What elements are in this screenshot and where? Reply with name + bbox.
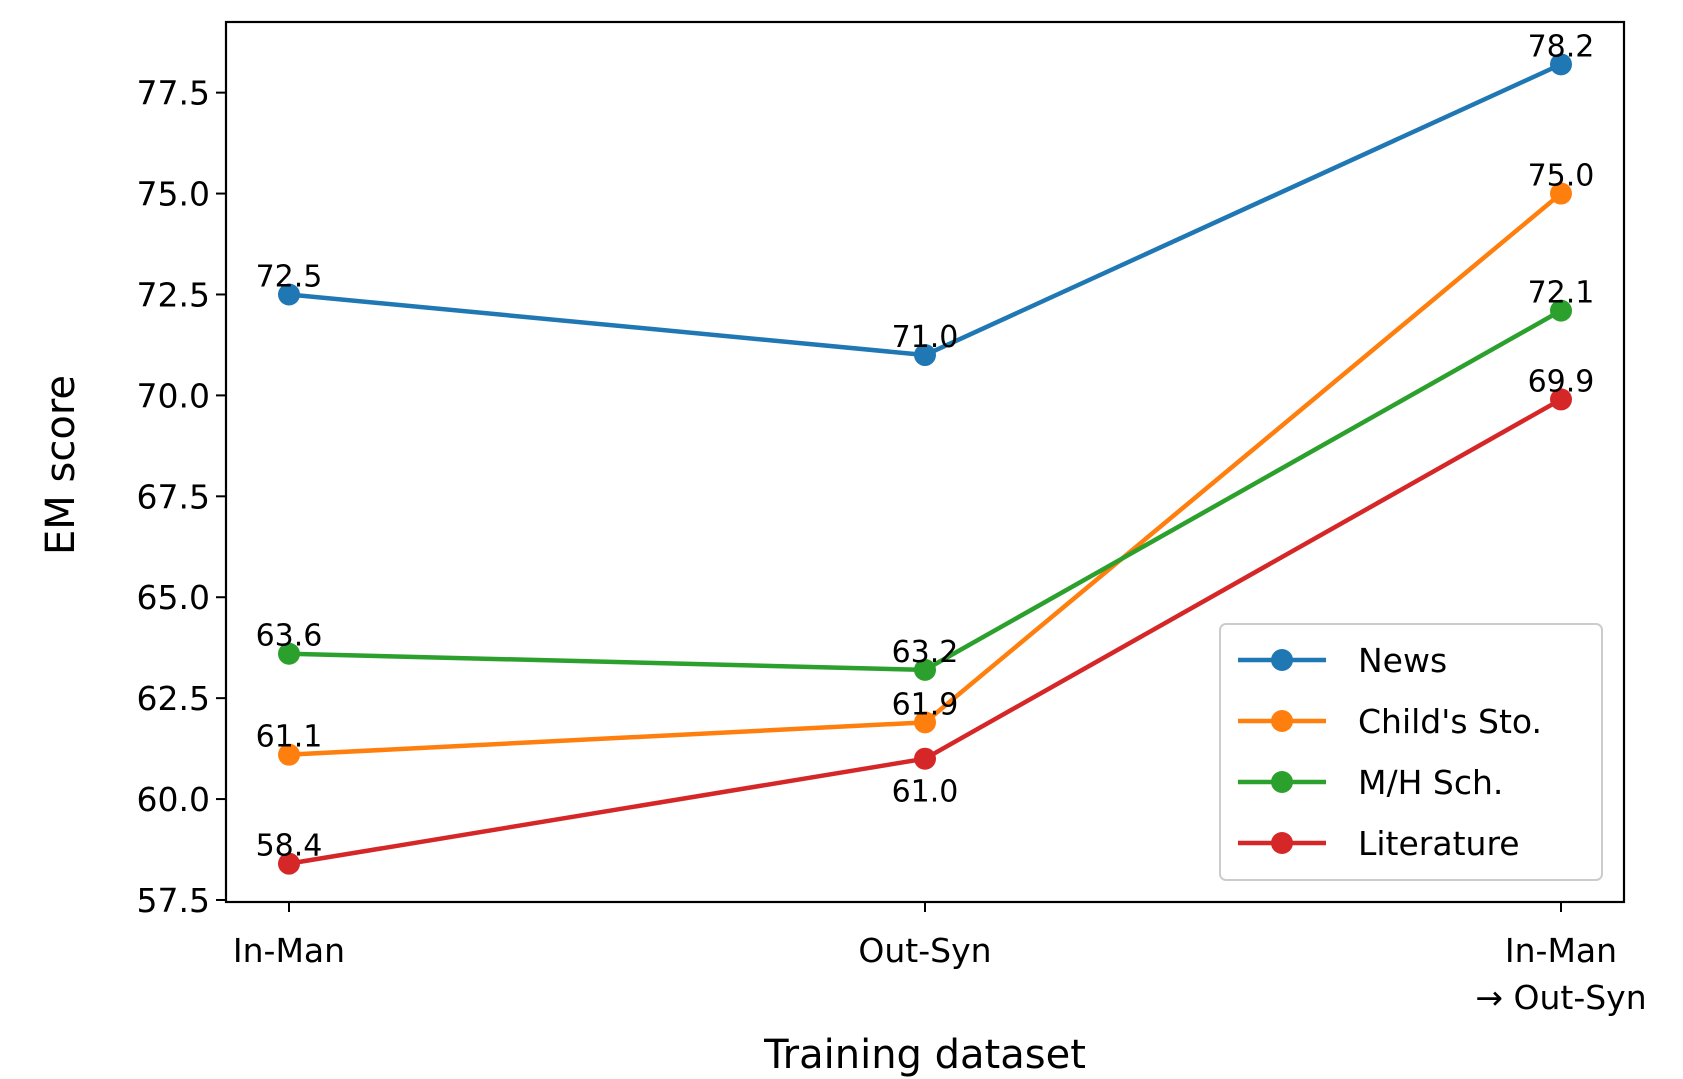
data-label: 69.9 xyxy=(1528,364,1595,399)
y-tick-label: 67.5 xyxy=(137,477,210,516)
y-tick-label: 62.5 xyxy=(137,679,210,718)
data-labels: 72.5 71.0 78.2 61.1 61.9 75.0 63.6 63.2 72.1 58.4… xyxy=(256,29,1595,863)
legend-marker xyxy=(1271,771,1293,793)
y-tick-label: 77.5 xyxy=(137,74,210,113)
data-point xyxy=(1550,182,1572,205)
legend-label: M/H Sch. xyxy=(1358,763,1503,802)
y-tick-label: 57.5 xyxy=(137,881,210,920)
x-tick-label: Out-Syn xyxy=(858,931,991,970)
legend-marker xyxy=(1271,649,1293,671)
data-point xyxy=(914,711,936,734)
y-tick-label: 60.0 xyxy=(137,780,210,819)
data-label: 61.1 xyxy=(256,720,323,755)
data-label: 63.6 xyxy=(256,619,323,654)
legend-marker xyxy=(1271,710,1293,732)
data-label: 78.2 xyxy=(1528,29,1595,64)
legend-label: Child's Sto. xyxy=(1358,702,1542,741)
y-tick-label: 75.0 xyxy=(137,175,210,214)
data-point xyxy=(914,658,936,681)
y-axis-title: EM score xyxy=(38,375,84,555)
data-label: 58.4 xyxy=(256,829,323,864)
data-point xyxy=(278,852,300,875)
x-tick-label: In-Man xyxy=(233,931,345,970)
data-label: 61.9 xyxy=(892,687,959,722)
data-label: 72.1 xyxy=(1528,276,1595,311)
y-tick-label: 70.0 xyxy=(137,376,210,415)
data-point xyxy=(1550,388,1572,411)
data-point xyxy=(914,344,936,367)
legend-marker xyxy=(1271,832,1293,854)
data-point xyxy=(1550,299,1572,322)
legend-label: News xyxy=(1358,641,1447,680)
series-0 xyxy=(278,53,1572,367)
y-axis: 57.5 60.0 62.5 65.0 67.5 70.0 72.5 75.0 77.5 xyxy=(137,74,226,920)
data-point xyxy=(278,283,300,306)
data-label: 71.0 xyxy=(892,320,959,355)
x-axis: In-Man Out-Syn In-Man → Out-Syn xyxy=(233,902,1647,1017)
data-point xyxy=(914,747,936,770)
y-tick-label: 72.5 xyxy=(137,275,210,314)
data-point xyxy=(278,642,300,665)
legend: News Child's Sto. M/H Sch. Literature xyxy=(1219,623,1603,881)
y-tick-label: 65.0 xyxy=(137,578,210,617)
data-label: 72.5 xyxy=(256,259,323,294)
x-axis-title: Training dataset xyxy=(763,1032,1086,1078)
series-1 xyxy=(278,182,1572,766)
series-3 xyxy=(278,388,1572,875)
data-label: 63.2 xyxy=(892,635,959,670)
x-tick-label: In-Man → Out-Syn xyxy=(1475,931,1646,1017)
data-point xyxy=(278,743,300,766)
series-layer xyxy=(278,53,1572,875)
legend-label: Literature xyxy=(1358,824,1520,863)
data-label: 61.0 xyxy=(892,775,959,810)
series-2 xyxy=(278,299,1572,681)
data-point xyxy=(1550,53,1572,76)
data-label: 75.0 xyxy=(1528,159,1595,194)
legend-frame xyxy=(1219,623,1603,881)
